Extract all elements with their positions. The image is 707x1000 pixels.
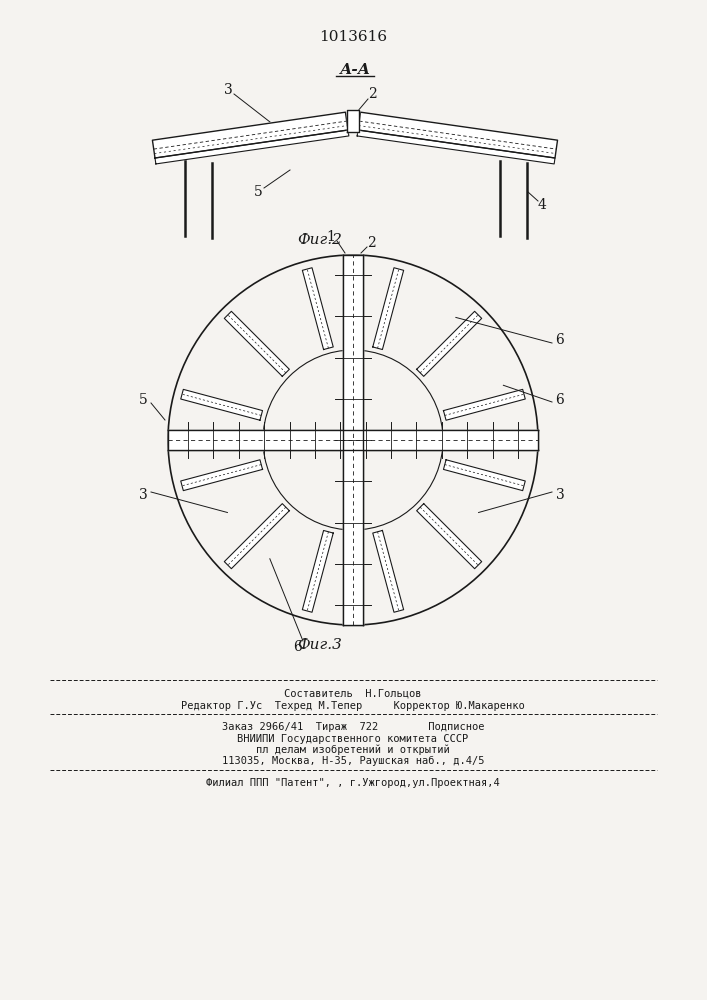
Text: Филиал ППП "Патент", , г.Ужгород,ул.Проектная,4: Филиал ППП "Патент", , г.Ужгород,ул.Прое… [206,778,500,788]
Text: пл делам изобретений и открытий: пл делам изобретений и открытий [256,745,450,755]
Text: 1013616: 1013616 [319,30,387,44]
Text: 2: 2 [367,236,375,250]
Polygon shape [343,255,363,625]
Polygon shape [303,530,333,612]
Text: 3: 3 [556,488,564,502]
Polygon shape [373,530,404,612]
Text: Заказ 2966/41  Тираж  722        Подписное: Заказ 2966/41 Тираж 722 Подписное [222,722,484,732]
Text: 1: 1 [327,230,335,244]
Polygon shape [181,460,262,491]
Text: 6: 6 [556,393,564,407]
Polygon shape [168,430,538,450]
Polygon shape [357,130,555,164]
Text: ВНИИПИ Государственного комитета СССР: ВНИИПИ Государственного комитета СССР [238,734,469,744]
Text: 6: 6 [293,640,303,654]
Polygon shape [343,255,363,625]
Polygon shape [168,430,538,450]
Polygon shape [181,389,262,420]
Text: Фиг.3: Фиг.3 [298,638,342,652]
Text: 5: 5 [254,185,262,199]
Polygon shape [358,112,558,158]
Text: 2: 2 [368,87,376,101]
Text: 3: 3 [223,83,233,97]
Text: 113035, Москва, Н-35, Раушская наб., д.4/5: 113035, Москва, Н-35, Раушская наб., д.4… [222,756,484,766]
Text: 3: 3 [139,488,147,502]
Polygon shape [153,112,348,158]
Polygon shape [224,311,289,376]
Polygon shape [303,268,333,350]
Text: Составитель  Н.Гольцов: Составитель Н.Гольцов [284,688,422,698]
Text: А-А: А-А [339,63,370,77]
Text: Фиг.2: Фиг.2 [298,233,342,247]
Polygon shape [443,460,525,491]
Polygon shape [416,311,481,376]
Text: 6: 6 [556,333,564,347]
Polygon shape [155,130,349,164]
Text: Редактор Г.Ус  Техред М.Тепер     Корректор Ю.Макаренко: Редактор Г.Ус Техред М.Тепер Корректор Ю… [181,701,525,711]
Polygon shape [416,504,481,569]
Text: 4: 4 [537,198,547,212]
Polygon shape [224,504,289,569]
Polygon shape [443,389,525,420]
Polygon shape [347,110,359,132]
Text: 5: 5 [139,393,147,407]
Polygon shape [373,268,404,350]
